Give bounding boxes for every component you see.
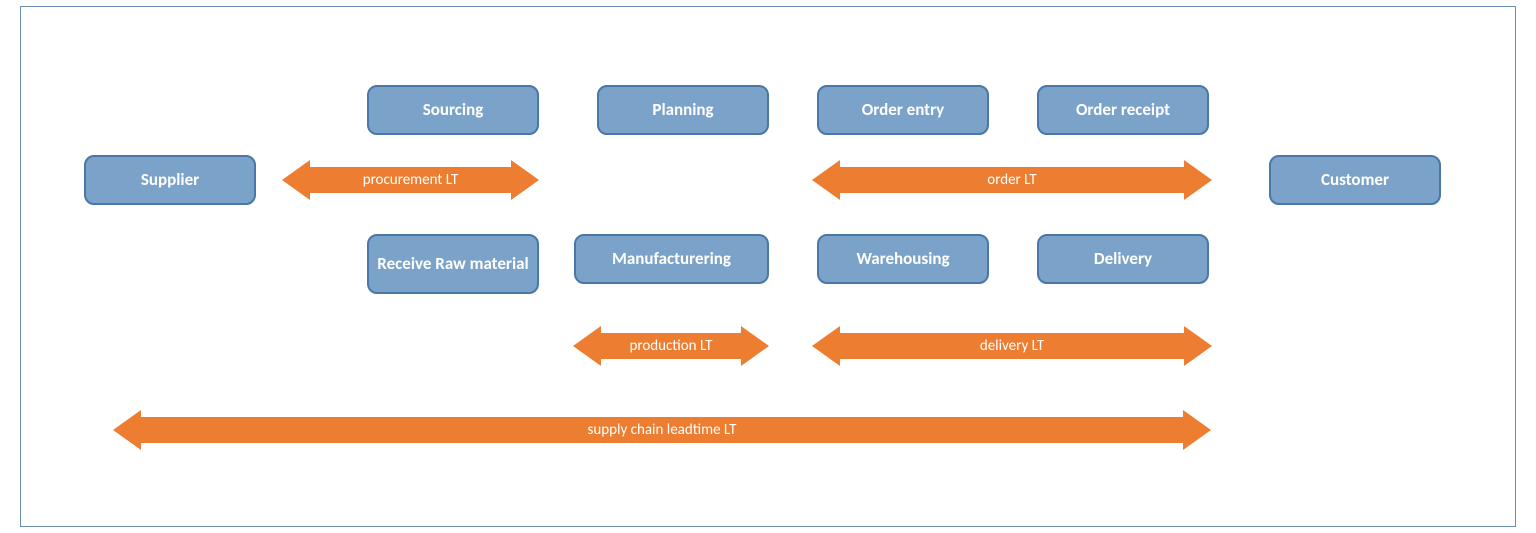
arrow-procurement-lt: procurement LT (282, 160, 539, 200)
arrow-supplychain-lt-head-right (1183, 410, 1211, 450)
node-order-receipt-label: Order receipt (1076, 100, 1170, 120)
node-warehousing: Warehousing (817, 234, 989, 284)
node-order-entry-label: Order entry (862, 100, 945, 120)
node-manufacturing: Manufacturering (574, 234, 769, 284)
node-planning-label: Planning (652, 100, 713, 120)
node-warehousing-label: Warehousing (856, 249, 949, 269)
arrow-delivery-lt: delivery LT (812, 326, 1212, 366)
node-planning: Planning (597, 85, 769, 135)
arrow-production-lt-body (601, 333, 741, 359)
node-manufacturing-label: Manufacturering (612, 249, 731, 269)
node-sourcing: Sourcing (367, 85, 539, 135)
node-receive-raw-label: Receive Raw material (377, 254, 528, 274)
arrow-delivery-lt-body (840, 333, 1184, 359)
arrow-delivery-lt-head-left (812, 326, 840, 366)
arrow-order-lt-head-right (1184, 160, 1212, 200)
node-delivery-label: Delivery (1094, 249, 1152, 269)
arrow-procurement-lt-head-right (511, 160, 539, 200)
arrow-procurement-lt-body (310, 167, 511, 193)
arrow-order-lt-body (840, 167, 1184, 193)
node-order-receipt: Order receipt (1037, 85, 1209, 135)
node-customer: Customer (1269, 155, 1441, 205)
diagram-canvas: Supplier Sourcing Planning Order entry Order… (0, 0, 1536, 533)
arrow-production-lt: production LT (573, 326, 769, 366)
node-receive-raw: Receive Raw material (367, 234, 539, 294)
arrow-delivery-lt-head-right (1184, 326, 1212, 366)
arrow-procurement-lt-head-left (282, 160, 310, 200)
arrow-production-lt-head-right (741, 326, 769, 366)
arrow-production-lt-head-left (573, 326, 601, 366)
node-supplier: Supplier (84, 155, 256, 205)
node-sourcing-label: Sourcing (423, 100, 484, 120)
node-supplier-label: Supplier (141, 170, 199, 190)
node-order-entry: Order entry (817, 85, 989, 135)
arrow-order-lt: order LT (812, 160, 1212, 200)
arrow-order-lt-head-left (812, 160, 840, 200)
node-customer-label: Customer (1321, 170, 1389, 190)
arrow-supplychain-lt-head-left (113, 410, 141, 450)
node-delivery: Delivery (1037, 234, 1209, 284)
arrow-supplychain-lt: supply chain leadtime LT (113, 410, 1211, 450)
arrow-supplychain-lt-body (141, 417, 1183, 443)
